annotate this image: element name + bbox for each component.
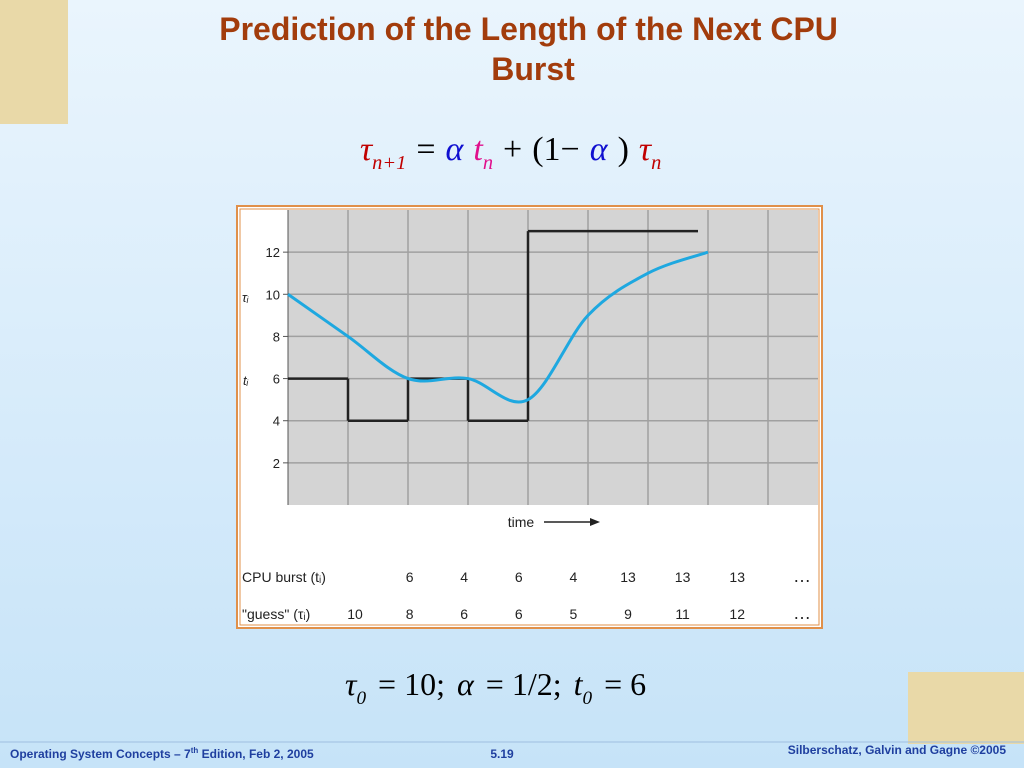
y-tick-label: 12 xyxy=(266,245,280,260)
logo-top xyxy=(0,0,68,124)
x-axis-arrowhead xyxy=(590,518,600,526)
table-value: 5 xyxy=(570,606,578,622)
symbol: ) xyxy=(618,131,629,168)
row-label: CPU burst (tᵢ) xyxy=(242,569,326,585)
symbol: = 10; xyxy=(378,666,445,702)
subscript: n xyxy=(483,152,493,174)
x-axis-label: time xyxy=(508,514,535,530)
symbol: = xyxy=(416,131,435,168)
table-value: 6 xyxy=(515,569,523,585)
symbol: = 6 xyxy=(604,666,646,702)
symbol: α xyxy=(446,131,465,168)
parameters: τ0 = 10; α = 1/2; t0 = 6 xyxy=(345,666,646,709)
y-tick-label: 8 xyxy=(273,329,280,344)
subscript: 0 xyxy=(356,688,366,709)
symbol: α xyxy=(590,131,609,168)
footer-text: Operating System Concepts – 7 xyxy=(10,747,191,761)
page-number: 5.19 xyxy=(490,747,514,761)
table-value: 13 xyxy=(620,569,636,585)
footer-right: Silberschatz, Galvin and Gagne ©2005 xyxy=(788,743,1007,757)
title: Prediction of the Length of the Next CPU… xyxy=(219,11,847,87)
table-value: 4 xyxy=(570,569,578,585)
table-value: 13 xyxy=(729,569,745,585)
y-tick-label: 6 xyxy=(273,372,280,387)
symbol: t xyxy=(473,131,484,168)
symbol: α xyxy=(457,666,475,702)
table-value: 12 xyxy=(729,606,745,622)
plot-area xyxy=(288,210,818,505)
table-value: 9 xyxy=(624,606,632,622)
logo-bottom xyxy=(908,672,1024,744)
symbol: τ xyxy=(639,131,653,168)
symbol: t xyxy=(574,666,584,702)
footer-superscript: th xyxy=(191,746,199,755)
row-label: "guess" (τᵢ) xyxy=(242,606,310,622)
y-tick-label: 10 xyxy=(266,287,280,302)
table-value: 6 xyxy=(460,606,468,622)
symbol: = 1/2; xyxy=(486,666,562,702)
symbol: τ xyxy=(345,666,358,702)
table-value: 11 xyxy=(675,606,690,622)
footer-text: Edition, Feb 2, 2005 xyxy=(198,747,314,761)
y-tick-label: 4 xyxy=(273,414,280,429)
table-value: 13 xyxy=(675,569,691,585)
subscript: 0 xyxy=(583,688,593,709)
footer-left: Operating System Concepts – 7th Edition,… xyxy=(10,746,314,761)
subscript: n xyxy=(651,152,661,174)
y-tick-label: 2 xyxy=(273,456,280,471)
symbol: τ xyxy=(360,131,374,168)
title-line: Prediction of the Length of the Next CPU xyxy=(219,11,838,47)
formula: τn+1 = α tn + (1− α) τn xyxy=(360,131,661,174)
guess-curve xyxy=(287,250,709,404)
table-value: 8 xyxy=(406,606,414,622)
continuation: … xyxy=(793,566,811,586)
continuation: … xyxy=(793,603,811,623)
title-line: Burst xyxy=(491,51,575,87)
symbol: + xyxy=(503,131,522,168)
symbol: (1− xyxy=(532,131,580,168)
table-value: 10 xyxy=(347,606,363,622)
table-value: 4 xyxy=(460,569,468,585)
y-axis-label: τᵢ xyxy=(242,290,249,305)
subscript: n+1 xyxy=(372,152,406,174)
table-value: 6 xyxy=(515,606,523,622)
table-value: 6 xyxy=(406,569,414,585)
y-axis-label: tᵢ xyxy=(243,373,249,388)
chart-frame-inner xyxy=(239,208,820,626)
